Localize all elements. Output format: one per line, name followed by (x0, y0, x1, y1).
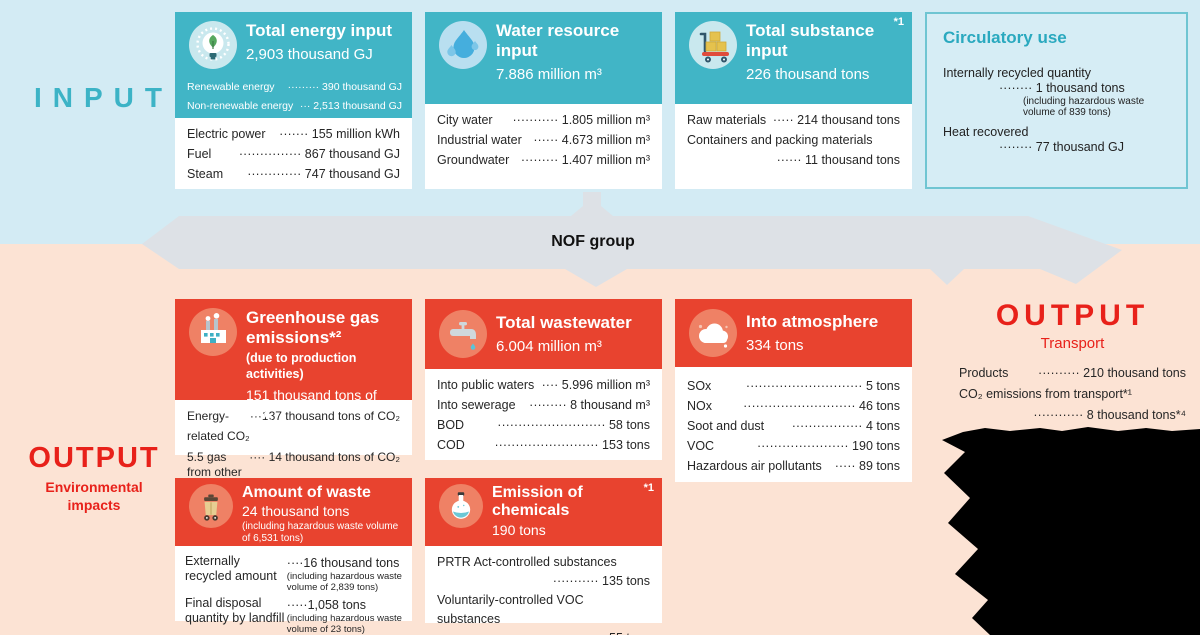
cloud-icon (689, 309, 737, 357)
footnote-badge: *1 (893, 16, 904, 28)
data-row-label: Heat recovered (943, 125, 1029, 139)
card-title: Circulatory use (943, 28, 1067, 47)
card-title: Into atmosphere (746, 311, 879, 331)
water-drops-icon (439, 21, 487, 69)
data-row: Raw materials ····· 214 thousand tons (687, 113, 900, 127)
data-row: Groundwater ········· 1.407 million m³ (437, 153, 650, 167)
bulb-leaf-icon (189, 21, 237, 69)
data-row-value: ········ 1 thousand tons (999, 81, 1125, 95)
waste-bin-icon (189, 484, 233, 528)
data-row-label: Internally recycled quantity (943, 66, 1091, 80)
flask-icon (439, 484, 483, 528)
faucet-icon (439, 310, 487, 358)
data-row: ······ 11 thousand tons (776, 153, 900, 167)
data-row-value: ············ 55 tons (437, 629, 650, 635)
data-row: Hazardous air pollutants ····· 89 tons (687, 459, 900, 473)
data-row-label: PRTR Act-controlled substances (437, 555, 617, 569)
data-row: Into sewerage ········· 8 thousand m³ (437, 398, 650, 412)
card-total-substance-input: *1 Total substance input 226 thousand to… (675, 12, 912, 189)
data-row: Fuel ··············· 867 thousand GJ (187, 147, 400, 161)
nof-flow-band (142, 192, 1122, 287)
data-row: BOD ·························· 58 tons (437, 418, 650, 432)
output-label-sub: Environmental impacts (45, 479, 143, 513)
trolley-boxes-icon (689, 21, 737, 69)
data-row-label: Voluntarily-controlled VOC substances (437, 593, 584, 626)
data-row: Into public waters ···· 5.996 million m³ (437, 378, 650, 392)
data-row: Industrial water ······ 4.673 million m³ (437, 133, 650, 147)
card-value: 24 thousand tons (242, 503, 350, 519)
nof-group-label: NOF group (551, 233, 635, 250)
data-row-note: (including hazardous waste volume of 839… (1023, 96, 1145, 118)
data-row-value: ············ 8 thousand tons*⁴ (1033, 408, 1186, 422)
card-into-atmosphere: Into atmosphere 334 tons SOx ············… (675, 299, 912, 482)
card-total-energy-input: Total energy input 2,903 thousand GJ Ren… (175, 12, 412, 189)
data-row: Products ·········· 210 thousand tons (959, 366, 1186, 380)
card-value: 190 tons (492, 522, 546, 538)
card-value: 151 thousand tons of CO₂ (246, 387, 377, 422)
data-row: Externally recycled amount ····16 thousa… (185, 554, 402, 593)
output-section-label: OUTPUT Environmental impacts (14, 442, 174, 514)
card-title: Greenhouse gas emissions*² (246, 308, 380, 347)
output-transport-label: OUTPUT (995, 299, 1150, 332)
card-water-resource-input: Water resource input 7.886 million m³ Ci… (425, 12, 662, 189)
card-title: Amount of waste (242, 484, 371, 501)
card-title: Total substance input (746, 21, 875, 60)
data-row-value: ··········· 135 tons (552, 574, 650, 588)
footnote-badge: *1 (643, 482, 654, 494)
card-title: Total wastewater (496, 312, 632, 332)
card-note: (including hazardous waste volume of 6,5… (242, 521, 399, 544)
card-emission-of-chemicals: *1 Emission of chemicals 190 tons PRTR A… (425, 478, 662, 635)
card-value: 6.004 million m³ (496, 337, 602, 355)
card-value: 7.886 million m³ (496, 66, 602, 83)
header-sub-row: Non-renewable energy ··· 2,513 thousand G… (187, 100, 402, 112)
data-row-value: ········ 77 thousand GJ (999, 140, 1125, 154)
card-title: Emission of chemicals (492, 484, 583, 519)
factory-icon (189, 308, 237, 356)
card-title: Total energy input (246, 21, 393, 40)
header-sub-row: Renewable energy ········· 390 thousand G… (187, 81, 402, 93)
card-title: Water resource input (496, 21, 620, 60)
data-row: Steam ············· 747 thousand GJ (187, 167, 400, 181)
card-total-wastewater: Total wastewater 6.004 million m³ Into p… (425, 299, 662, 460)
card-subtitle: (due to production activities) (246, 351, 357, 381)
data-row: Containers and packing materials (687, 133, 873, 147)
card-circulatory-use: Circulatory use Internally recycled quan… (925, 12, 1188, 189)
data-row: Energy-related CO₂ ···137 thousand tons o… (187, 409, 400, 443)
data-row: City water ··········· 1.805 million m³ (437, 113, 650, 127)
card-amount-of-waste: Amount of waste 24 thousand tons (includ… (175, 478, 412, 634)
data-row: VOC ······················ 190 tons (687, 439, 900, 453)
transport-sublabel: Transport (1040, 335, 1105, 352)
output-label-text: OUTPUT (28, 442, 160, 474)
card-greenhouse-gas-emissions: Greenhouse gas emissions*² (due to produ… (175, 299, 412, 494)
data-row: COD ························· 153 tons (437, 438, 650, 452)
data-row: SOx ···························· 5 tons (687, 379, 900, 393)
data-row: NOx ··························· 46 tons (687, 399, 900, 413)
data-row: Soot and dust ················· 4 tons (687, 419, 900, 433)
data-row-label: CO₂ emissions from transport*¹ (959, 387, 1132, 401)
card-value: 334 tons (746, 336, 804, 354)
data-row: Electric power ······· 155 million kWh (187, 127, 400, 141)
card-value: 2,903 thousand GJ (246, 46, 373, 63)
input-section-label: INPUT (34, 82, 173, 113)
redacted-area (942, 427, 1200, 635)
card-value: 226 thousand tons (746, 66, 870, 83)
data-row: Final disposal quantity by landfill ····… (185, 596, 402, 635)
output-transport-section: OUTPUT Transport Products ·········· 210 … (945, 300, 1200, 426)
